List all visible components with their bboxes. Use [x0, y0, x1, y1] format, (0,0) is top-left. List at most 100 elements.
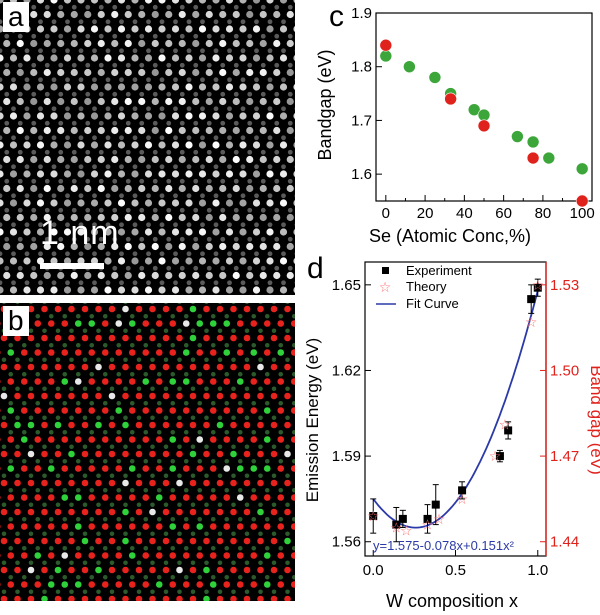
map-atom [35, 545, 41, 551]
map-atom [250, 407, 258, 414]
lattice-atom [254, 77, 259, 83]
map-atom [123, 444, 128, 450]
lattice-atom [281, 222, 286, 228]
map-atom [278, 545, 284, 551]
theory-point: ☆ [499, 417, 512, 433]
map-atom [216, 363, 224, 371]
lattice-atom [185, 83, 193, 91]
lattice-atom [31, 62, 37, 68]
lattice-atom [50, 0, 58, 4]
lattice-atom [104, 257, 112, 265]
map-atom [42, 444, 47, 450]
map-atom [271, 415, 277, 421]
map-atom [150, 303, 155, 305]
lattice-atom [252, 286, 261, 294]
map-atom [183, 458, 189, 464]
lattice-atom [281, 164, 286, 170]
map-atom [223, 407, 231, 414]
lattice-atom [220, 120, 226, 126]
lattice-atom [3, 97, 11, 106]
map-atom [41, 305, 48, 313]
map-atom [284, 566, 291, 574]
map-atom [7, 523, 15, 530]
lattice-atom [0, 77, 3, 83]
lattice-atom [179, 149, 185, 155]
lattice-atom [232, 126, 240, 135]
map-atom [142, 320, 150, 327]
map-atom [149, 421, 156, 429]
bandgap-point-green [542, 151, 556, 165]
lattice-atom [252, 141, 261, 149]
map-atom [258, 502, 263, 508]
lattice-atom [44, 4, 50, 10]
map-atom [68, 421, 75, 429]
map-atom [102, 400, 108, 406]
lattice-atom [205, 126, 213, 135]
map-atom [54, 508, 62, 516]
map-atom [291, 487, 295, 493]
map-atom [236, 494, 244, 501]
map-atom [135, 566, 143, 574]
lattice-atom [287, 4, 293, 10]
lattice-atom [3, 242, 11, 251]
lattice-atom [98, 4, 104, 10]
map-atom [101, 581, 109, 588]
map-atom [136, 444, 142, 450]
lattice-atom [31, 236, 37, 242]
experiment-point [527, 295, 536, 304]
lattice-atom [112, 4, 118, 10]
lattice-atom [43, 68, 51, 77]
lattice-atom [286, 97, 294, 106]
map-atom [290, 523, 295, 530]
map-atom [196, 349, 204, 356]
map-atom [88, 552, 96, 559]
map-atom [236, 581, 244, 588]
lattice-atom [158, 199, 166, 207]
map-atom [75, 516, 81, 522]
lattice-atom [246, 39, 254, 48]
lattice-atom [119, 19, 124, 25]
map-atom [69, 303, 74, 305]
map-atom [88, 523, 96, 530]
lattice-atom [0, 19, 3, 25]
map-atom [0, 495, 1, 500]
map-atom [122, 566, 129, 574]
map-atom [20, 523, 28, 530]
map-atom [231, 386, 236, 392]
lattice-atom [159, 251, 165, 257]
lattice-atom [9, 199, 18, 207]
lattice-atom [158, 286, 166, 294]
chart-c-xtick-label: 100 [570, 205, 595, 222]
lattice-atom [212, 25, 220, 33]
map-atom [28, 357, 34, 363]
lattice-atom [16, 271, 24, 280]
lattice-atom [117, 257, 126, 265]
map-atom [96, 303, 101, 305]
lattice-atom [279, 83, 288, 91]
map-atom [149, 363, 156, 371]
chart-c-ytick-label: 1.9 [351, 5, 372, 22]
map-atom [0, 392, 8, 400]
lattice-atom [171, 141, 180, 149]
lattice-atom [43, 213, 51, 222]
lattice-atom [77, 228, 85, 236]
map-atom [88, 407, 96, 414]
map-atom [27, 479, 35, 487]
map-atom [244, 473, 250, 479]
map-atom [236, 407, 244, 414]
map-atom [7, 378, 15, 385]
lattice-atom [279, 199, 288, 207]
map-atom [149, 334, 156, 342]
lattice-atom [90, 228, 99, 236]
lattice-atom [287, 178, 293, 184]
lattice-atom [84, 68, 92, 77]
map-atom [128, 465, 136, 472]
lattice-atom [124, 10, 132, 19]
map-atom [250, 320, 258, 327]
map-atom [204, 502, 209, 508]
lattice-atom [213, 222, 219, 228]
lattice-atom [267, 280, 273, 286]
lattice-atom [185, 25, 193, 33]
lattice-atom [11, 48, 16, 54]
lattice-atom [186, 19, 192, 25]
